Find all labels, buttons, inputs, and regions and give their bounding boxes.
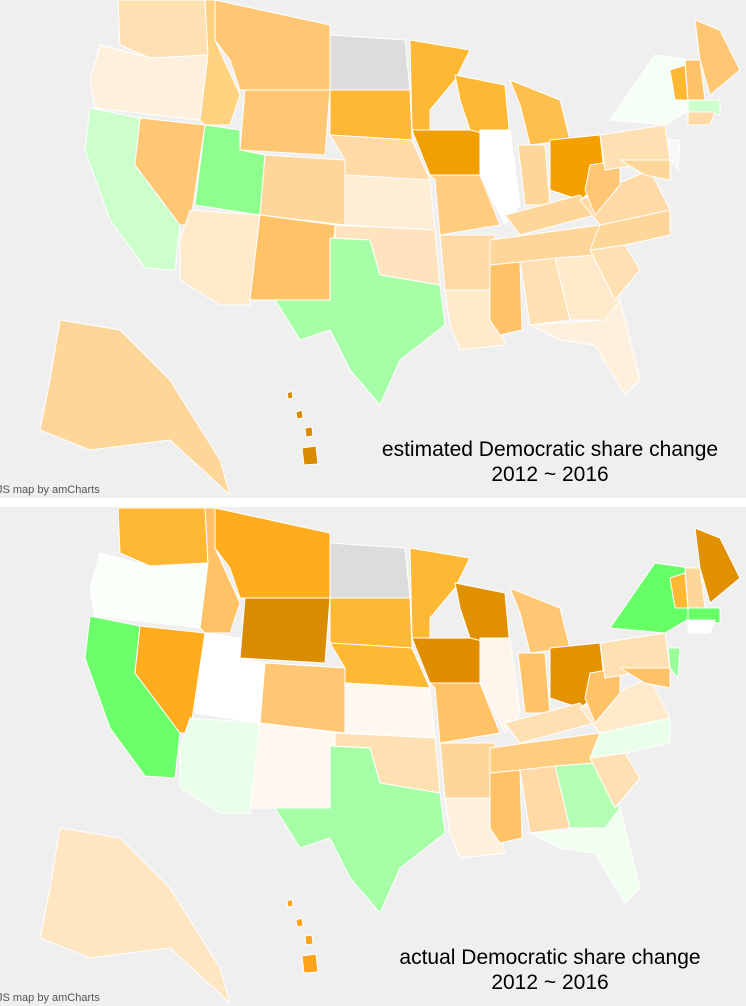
state	[117, 507, 209, 567]
map-caption: actual Democratic share change	[399, 946, 700, 969]
state	[687, 619, 716, 634]
state	[687, 111, 716, 126]
map-credit: JS map by amCharts	[0, 992, 100, 1004]
state	[529, 807, 641, 904]
state	[529, 299, 641, 396]
state	[489, 769, 523, 844]
state	[579, 677, 671, 734]
state	[301, 953, 319, 974]
state	[619, 159, 671, 181]
state	[239, 597, 331, 664]
state	[301, 445, 319, 466]
state	[687, 99, 721, 116]
state	[304, 426, 314, 438]
state	[39, 827, 231, 1004]
map-caption: 2012 ~ 2016	[491, 971, 608, 994]
state	[429, 174, 501, 236]
state	[249, 214, 336, 301]
state	[249, 722, 336, 809]
state	[479, 637, 521, 734]
state	[304, 934, 314, 946]
state	[239, 89, 331, 156]
state	[117, 0, 209, 59]
map-caption: estimated Democratic share change	[382, 438, 718, 461]
state	[329, 34, 411, 91]
state	[489, 261, 523, 336]
state	[619, 667, 671, 689]
state	[579, 169, 671, 226]
state	[286, 898, 294, 908]
state	[439, 742, 496, 799]
state	[479, 129, 521, 226]
state	[214, 0, 331, 91]
state	[295, 409, 304, 420]
state	[344, 174, 436, 231]
map-caption: 2012 ~ 2016	[491, 463, 608, 486]
map-credit: JS map by amCharts	[0, 484, 100, 496]
state	[667, 647, 681, 679]
state	[329, 597, 413, 649]
state	[439, 234, 496, 291]
state	[694, 527, 741, 604]
state	[259, 154, 346, 226]
state	[274, 237, 446, 406]
state	[667, 139, 681, 171]
state	[39, 319, 231, 496]
state	[694, 19, 741, 96]
state	[429, 682, 501, 744]
state	[286, 390, 294, 400]
state	[687, 607, 721, 624]
state	[274, 745, 446, 914]
state	[344, 682, 436, 739]
state	[329, 542, 411, 599]
state	[295, 917, 304, 928]
state	[214, 507, 331, 599]
state	[329, 89, 413, 141]
state	[259, 662, 346, 734]
